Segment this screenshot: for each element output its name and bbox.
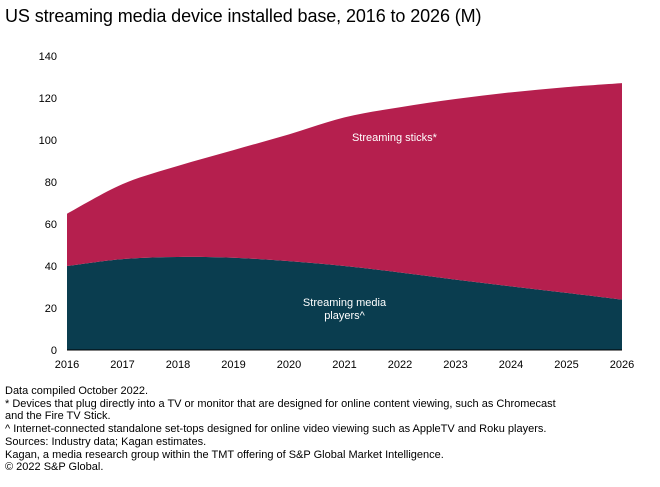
x-tick-label: 2022 — [388, 359, 412, 371]
area-series-0 — [67, 256, 622, 350]
x-tick-label: 2016 — [55, 359, 79, 371]
series-annotation-1: Streaming media players^ — [303, 297, 387, 322]
x-tick-label: 2020 — [277, 359, 301, 371]
x-tick-label: 2018 — [166, 359, 190, 371]
x-tick-label: 2019 — [221, 359, 245, 371]
area-series-1 — [67, 83, 622, 300]
y-tick-label: 60 — [45, 219, 57, 231]
y-tick-label: 20 — [45, 303, 57, 315]
note-kagan: Kagan, a media research group within the… — [5, 448, 444, 461]
y-tick-label: 120 — [39, 93, 57, 105]
note-players-definition: ^ Internet-connected standalone set-tops… — [5, 423, 547, 436]
note-compiled: Data compiled October 2022. — [5, 385, 149, 397]
x-tick-label: 2017 — [110, 359, 134, 371]
y-tick-label: 0 — [51, 345, 57, 357]
x-tick-label: 2021 — [332, 359, 356, 371]
x-tick-label: 2024 — [499, 359, 523, 371]
series-annotation-0: Streaming sticks* — [352, 132, 438, 144]
y-tick-label: 140 — [39, 51, 57, 63]
x-tick-label: 2025 — [554, 359, 578, 371]
note-sticks-definition: * Devices that plug directly into a TV o… — [5, 397, 556, 410]
y-tick-label: 40 — [45, 261, 57, 273]
chart-notes: Data compiled October 2022. * Devices th… — [5, 385, 655, 474]
x-tick-label: 2023 — [443, 359, 467, 371]
chart-title: US streaming media device installed base… — [5, 6, 482, 26]
stacked-area-chart: 0 20 40 60 80 100 120 140 2016 2017 2018 2019 2020 20… — [39, 51, 635, 371]
note-sticks-definition-cont: and the Fire TV Stick. — [5, 410, 111, 423]
x-tick-label: 2026 — [610, 359, 634, 371]
note-copyright: © 2022 S&P Global. — [5, 461, 104, 474]
y-tick-label: 100 — [39, 135, 57, 147]
note-sources: Sources: Industry data; Kagan estimates. — [5, 435, 207, 448]
y-tick-label: 80 — [45, 177, 57, 189]
